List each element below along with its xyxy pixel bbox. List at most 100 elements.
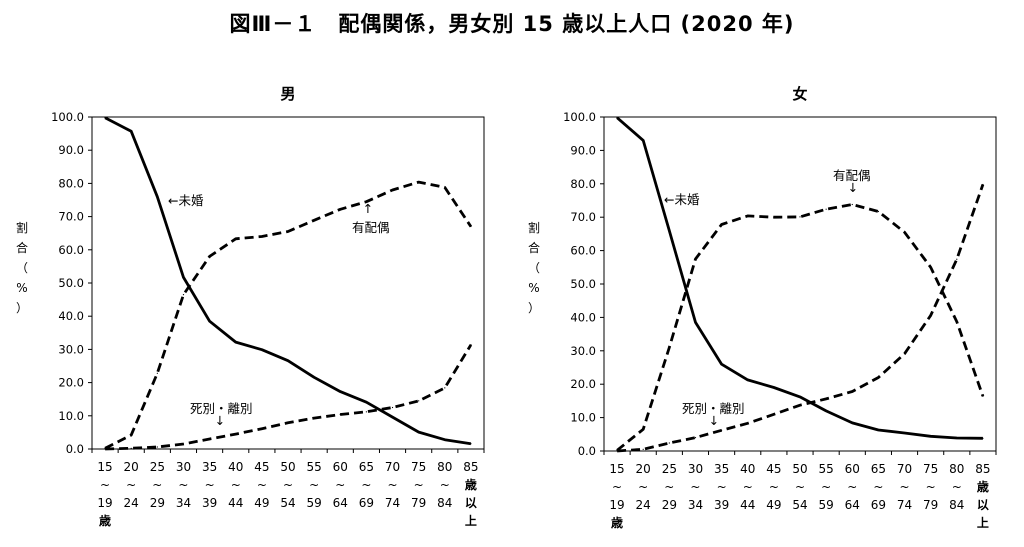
x-tick-label: ~ [388,478,398,492]
data-point-never-married [470,443,472,445]
y-axis-label-char: 合 [16,240,28,255]
data-point-widowed-divorced [799,404,801,406]
data-point-married [799,216,801,218]
y-axis-label-char: % [16,281,27,295]
x-tick-label: 以 [465,496,477,510]
data-point-widowed-divorced [130,447,132,449]
y-tick-label: 60.0 [570,244,596,258]
y-tick-label: 40.0 [58,309,84,323]
x-tick-label: ~ [205,478,215,492]
y-tick-label: 90.0 [58,143,84,157]
x-tick-label: 74 [385,496,400,510]
x-tick-label: ~ [231,478,241,492]
y-tick-label: 90.0 [570,143,596,157]
data-point-widowed-divorced [668,442,670,444]
data-point-married [365,201,367,203]
y-tick-label: 100.0 [51,110,84,124]
x-tick-label: ~ [664,480,674,494]
x-tick-label: 24 [636,498,651,512]
data-point-married [418,181,420,183]
data-point-widowed-divorced [391,406,394,409]
x-tick-label: ~ [717,480,727,494]
y-axis-label-char: 割 [528,220,540,235]
data-point-widowed-divorced [877,376,880,379]
data-point-widowed-divorced [470,344,472,346]
x-tick-label: ~ [873,480,883,494]
data-point-never-married [747,379,749,381]
data-point-never-married [668,229,670,232]
data-point-never-married [982,437,984,439]
x-tick-label: 65 [871,462,886,476]
y-axis-label-char: 割 [16,220,28,235]
data-point-widowed-divorced [287,422,289,424]
data-point-widowed-divorced [156,446,158,448]
x-tick-label: 70 [385,460,400,474]
x-tick-label: 29 [662,498,677,512]
data-point-never-married [287,360,289,362]
x-tick-label: ~ [743,480,753,494]
data-point-widowed-divorced [851,390,853,393]
data-point-never-married [825,410,827,412]
x-tick-label: ~ [178,478,188,492]
x-tick-label: 49 [254,496,269,510]
data-point-widowed-divorced [694,437,697,439]
panel-female: 女 100.0 90.0 80.0 70.0 60.0 50.0 40.0 30.0 20.0 10… [528,85,997,530]
data-point-never-married [156,196,158,198]
x-tick-label: ~ [100,478,110,492]
y-tick-label: 70.0 [58,210,84,224]
data-point-married [642,428,644,430]
data-point-widowed-divorced [903,353,906,355]
x-tick-label: 24 [124,496,139,510]
data-point-never-married [877,429,880,431]
x-tick-label: 34 [688,498,703,512]
x-tick-label: 29 [150,496,165,510]
x-tick-label: 40 [228,460,243,474]
x-tick-label: 50 [280,460,295,474]
data-point-widowed-divorced [235,433,237,435]
data-point-widowed-divorced [982,183,984,186]
x-tick-label: ~ [769,480,779,494]
x-tick-label: ~ [900,480,910,494]
x-tick-label: 60 [333,460,348,474]
label-widowed-divorced: 死別・離別 [190,401,253,416]
data-point-never-married [642,139,644,141]
x-tick-label: ~ [952,480,962,494]
label-married-arrow: ↑ [363,201,373,216]
x-tick-label: 25 [150,460,165,474]
x-tick-label: 19 [609,498,624,512]
x-tick-label: 75 [411,460,426,474]
y-tick-label: 60.0 [58,243,84,257]
x-tick-label: ~ [612,480,622,494]
series-line-never-married [616,116,983,440]
x-tick-label: 歳 [465,477,477,492]
label-widowed-divorced: 死別・離別 [682,401,745,416]
data-point-widowed-divorced [956,258,958,260]
y-tick-label: 70.0 [570,210,596,224]
x-tick-label: 55 [818,462,833,476]
data-point-married [182,294,185,296]
data-point-never-married [130,130,132,132]
x-tick-label: 75 [923,462,938,476]
series-line-never-married [104,116,472,446]
data-point-widowed-divorced [313,417,315,419]
data-point-widowed-divorced [182,443,185,445]
data-point-never-married [721,363,723,365]
x-tick-label: 70 [897,462,912,476]
x-tick-label: 45 [254,460,269,474]
data-point-widowed-divorced [642,448,644,450]
x-tick-label: ~ [309,478,319,492]
x-tick-label: ~ [257,478,267,492]
data-point-married [851,203,853,206]
data-point-never-married [339,390,341,393]
data-point-widowed-divorced [365,411,367,413]
y-tick-label: 30.0 [570,344,596,358]
x-tick-label: ~ [926,480,936,494]
x-tick-label: 80 [949,462,964,476]
x-tick-label: 44 [228,496,243,510]
data-point-married [339,208,341,210]
label-married-arrow: ↓ [848,180,858,195]
data-point-widowed-divorced [747,422,749,424]
data-point-widowed-divorced [339,413,341,416]
data-point-married [930,266,932,268]
x-tick-label: 30 [176,460,191,474]
